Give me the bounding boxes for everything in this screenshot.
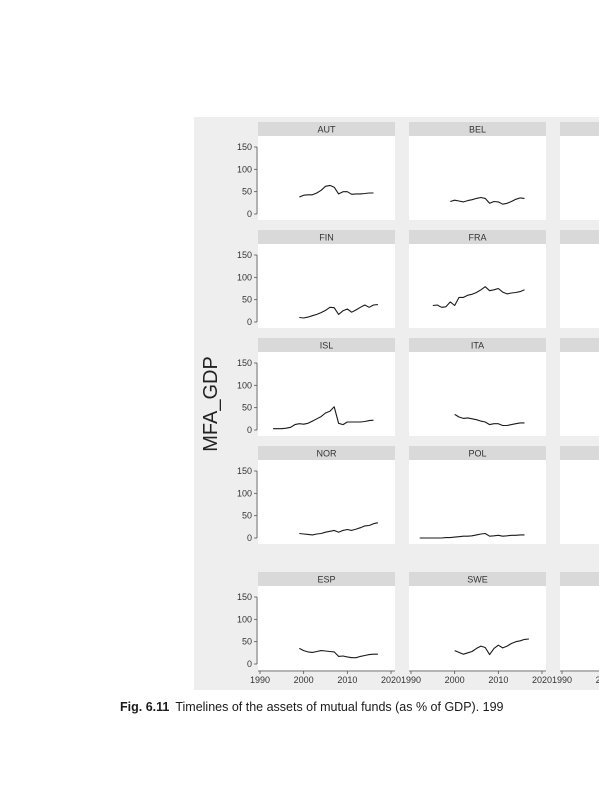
series-line-bel: [450, 196, 525, 205]
x-tick-label: 2010: [488, 675, 508, 685]
y-tick-label: 0: [247, 533, 252, 543]
x-tick-label: 2020: [381, 675, 401, 685]
panel-title: FRA: [469, 233, 487, 243]
y-tick-label: 50: [242, 295, 252, 305]
panel-header: [560, 338, 599, 352]
series-line-aut: [299, 184, 374, 198]
chart-panel: AUT 0 50 100 150 BEL FIN 0 50 100 150 FRA ISL 0 50 100 1…: [194, 117, 599, 690]
x-tick-label: 2020: [532, 675, 552, 685]
caption-label: Fig. 6.11: [120, 700, 170, 714]
y-tick-label: 0: [247, 425, 252, 435]
panel-header: [409, 230, 546, 244]
series-line-pol: [419, 532, 525, 539]
series-line-isl: [273, 406, 374, 430]
chart-svg: AUT 0 50 100 150 BEL FIN 0 50 100 150 FRA ISL 0 50 100 1…: [200, 122, 599, 685]
series-line-ita: [454, 413, 525, 427]
series-line-swe: [454, 638, 529, 656]
plot-area: [409, 244, 546, 328]
panel-header: [258, 338, 395, 352]
panel-header: [409, 122, 546, 136]
series-line-fin: [299, 304, 378, 319]
panel-header: [560, 572, 599, 586]
x-tick-label: 1990: [250, 675, 270, 685]
y-tick-label: 100: [237, 272, 252, 282]
panel-header: [409, 446, 546, 460]
panel-title: POL: [468, 449, 486, 459]
panel-header: [409, 572, 546, 586]
x-tick-label: 1990: [401, 675, 421, 685]
plot-area: [560, 244, 599, 328]
panel-header: [560, 230, 599, 244]
x-tick-label: 1990: [552, 675, 572, 685]
panel-title: AUT: [318, 125, 337, 135]
panel-header: [560, 122, 599, 136]
panel-title: ITA: [471, 341, 484, 351]
y-tick-label: 150: [237, 358, 252, 368]
plot-area: [560, 136, 599, 220]
y-tick-label: 0: [247, 659, 252, 669]
x-tick-label: 2000: [445, 675, 465, 685]
panel-title: SWE: [467, 575, 488, 585]
x-tick-label: 2000: [596, 675, 599, 685]
plot-area: [409, 136, 546, 220]
panel-title: ISL: [320, 341, 334, 351]
x-tick-label: 2010: [337, 675, 357, 685]
plot-area: [560, 352, 599, 436]
plot-area: [258, 586, 395, 670]
y-tick-label: 100: [237, 164, 252, 174]
y-tick-label: 100: [237, 380, 252, 390]
panel-title: FIN: [319, 233, 334, 243]
plot-area: [560, 586, 599, 670]
y-tick-label: 0: [247, 209, 252, 219]
plot-area: [258, 244, 395, 328]
panel-title: ESP: [317, 575, 335, 585]
panel-header: [409, 338, 546, 352]
y-tick-label: 150: [237, 250, 252, 260]
plot-area: [258, 352, 395, 436]
panel-header: [258, 230, 395, 244]
y-tick-label: 50: [242, 187, 252, 197]
y-axis-label: MFA_GDP: [200, 356, 222, 452]
panel-header: [258, 572, 395, 586]
y-tick-label: 50: [242, 403, 252, 413]
caption-text: Timelines of the assets of mutual funds …: [175, 700, 504, 714]
panel-header: [560, 446, 599, 460]
series-line-fra: [432, 286, 525, 308]
plot-area: [560, 460, 599, 544]
series-line-esp: [299, 647, 378, 659]
y-tick-label: 150: [237, 592, 252, 602]
y-tick-label: 150: [237, 466, 252, 476]
panel-header: [258, 446, 395, 460]
plot-area: [258, 460, 395, 544]
y-tick-label: 100: [237, 488, 252, 498]
panel-title: NOR: [317, 449, 338, 459]
panel-header: [258, 122, 395, 136]
plot-area: [258, 136, 395, 220]
plot-area: [409, 352, 546, 436]
y-tick-label: 0: [247, 317, 252, 327]
x-tick-label: 2000: [294, 675, 314, 685]
y-tick-label: 50: [242, 511, 252, 521]
y-tick-label: 150: [237, 142, 252, 152]
panel-title: BEL: [469, 125, 486, 135]
series-line-nor: [299, 522, 379, 536]
y-tick-label: 100: [237, 614, 252, 624]
y-tick-label: 50: [242, 637, 252, 647]
plot-area: [409, 586, 546, 670]
figure-caption: Fig. 6.11 Timelines of the assets of mutu…: [120, 700, 599, 720]
plot-area: [409, 460, 546, 544]
